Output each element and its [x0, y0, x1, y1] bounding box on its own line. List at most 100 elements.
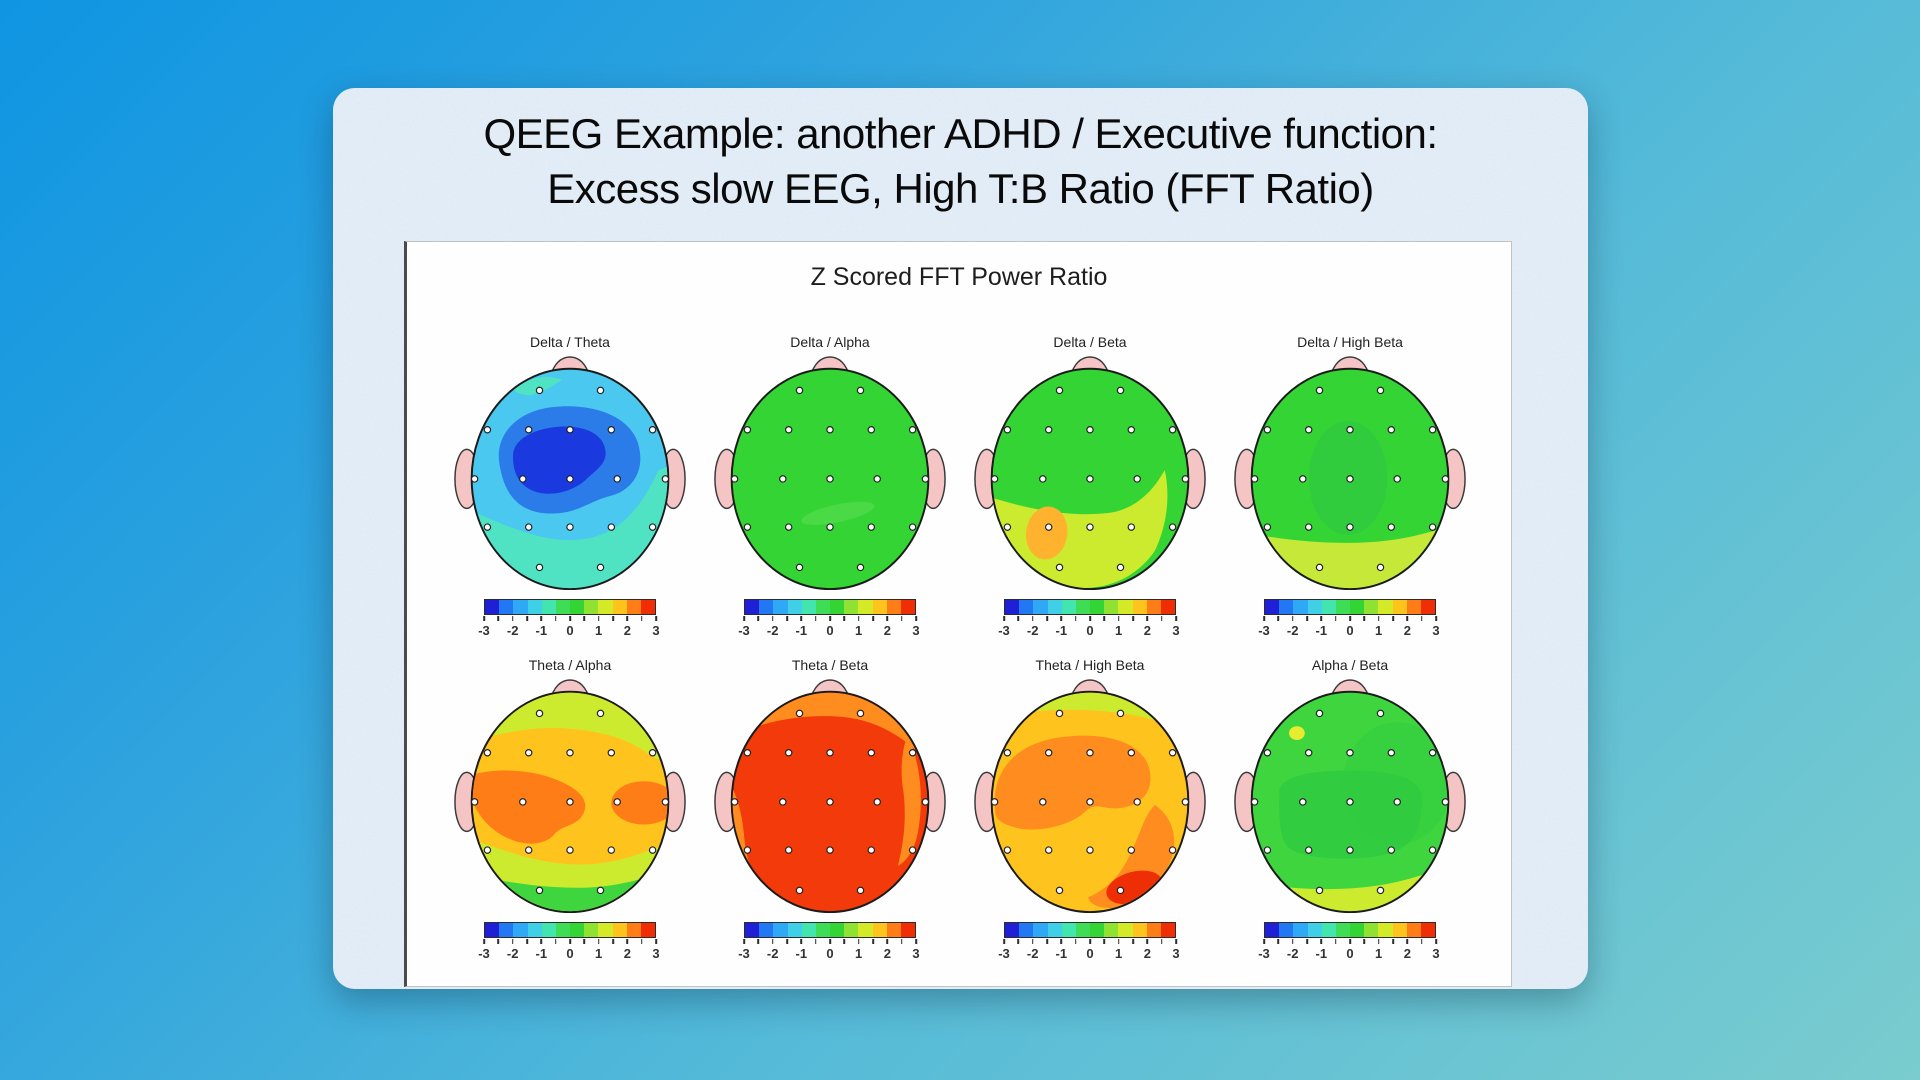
colorbar-segment [1104, 923, 1119, 937]
colorbar-segment [773, 600, 788, 614]
colorbar-tick-label: -3 [1258, 623, 1270, 638]
colorbar-tick-label: 0 [1346, 946, 1354, 961]
colorbar-segment [612, 600, 627, 614]
colorbar-segment [1005, 600, 1020, 614]
colorbar-segment [584, 600, 599, 614]
slide-title-line1: QEEG Example: another ADHD / Executive f… [483, 110, 1438, 157]
topomap-delta-beta [974, 356, 1206, 591]
colorbar-segment [541, 600, 556, 614]
map-title: Theta / Alpha [528, 657, 612, 673]
colorbar-tick-label: -1 [1315, 623, 1328, 638]
colorbar-segment [745, 600, 760, 614]
slide: QEEG Example: another ADHD / Executive f… [333, 88, 1588, 989]
slide-title: QEEG Example: another ADHD / Executive f… [377, 106, 1544, 217]
colorbar-labels: -3 -2 -1 0 1 2 3 [1258, 623, 1439, 639]
colorbar-segment [1265, 923, 1280, 937]
colorbar-tick-label: -3 [738, 946, 750, 961]
colorbar-segment [815, 600, 831, 614]
colorbar-segment [626, 600, 641, 614]
colorbar-segment [1019, 923, 1034, 937]
colorbar-segment [485, 600, 500, 614]
colorbar-segment [1392, 923, 1407, 937]
topomap-cell-delta-high-beta: Delta / High Beta -3 -2 -1 0 1 2 3 [1220, 334, 1480, 642]
colorbar-segment [858, 600, 873, 614]
colorbar-tick-label: 1 [1115, 623, 1123, 638]
electrode-dots [470, 386, 670, 572]
colorbar-segment [759, 923, 774, 937]
colorbar-segment [1061, 923, 1076, 937]
colorbar-segment [1033, 600, 1048, 614]
colorbar-segment [1307, 600, 1322, 614]
topomap-cell-theta-high-beta: Theta / High Beta [960, 657, 1220, 965]
colorbar-ticks [483, 939, 657, 945]
colorbar-segment [886, 923, 901, 937]
colorbar-ticks [1263, 939, 1437, 945]
colorbar-segment [1075, 600, 1091, 614]
colorbar-segment [844, 600, 859, 614]
colorbar-tick-label: 1 [855, 623, 863, 638]
colorbar-segment [1061, 600, 1076, 614]
colorbar-tick-label: -1 [1055, 623, 1068, 638]
colorbar-tick-label: 0 [826, 623, 834, 638]
colorbar-segment [1104, 600, 1119, 614]
colorbar-tick-label: 3 [652, 623, 660, 638]
colorbar-segment [1019, 600, 1034, 614]
colorbar-tick-label: -3 [478, 946, 490, 961]
colorbar-tick-label: 0 [826, 946, 834, 961]
colorbar-segment [1146, 923, 1161, 937]
colorbar-segment [1307, 923, 1322, 937]
colorbar-segment [745, 923, 760, 937]
colorbar-tick-label: -1 [795, 946, 808, 961]
colorbar-segment [1350, 923, 1365, 937]
colorbar-tick-label: 0 [1086, 946, 1094, 961]
colorbar-tick-label: -3 [738, 623, 750, 638]
colorbar-tick-label: 2 [883, 623, 891, 638]
colorbar-segment [872, 600, 887, 614]
colorbar-segment [900, 923, 916, 937]
colorbar [744, 922, 916, 938]
colorbar-labels: -3 -2 -1 0 1 2 3 [738, 946, 919, 962]
colorbar-tick-label: -3 [998, 623, 1010, 638]
colorbar-segment [1047, 923, 1062, 937]
colorbar-segment [1160, 923, 1176, 937]
colorbar-labels: -3 -2 -1 0 1 2 3 [738, 623, 920, 639]
colorbar-ticks [1003, 616, 1177, 622]
colorbar-segment [1364, 923, 1379, 937]
colorbar-tick-label: -2 [506, 623, 519, 638]
colorbar-segment [527, 923, 542, 937]
colorbar-segment [759, 600, 774, 614]
map-title: Alpha / Beta [1311, 657, 1389, 673]
colorbar-tick-label: -3 [998, 946, 1010, 961]
colorbar-segment [1335, 923, 1351, 937]
colorbar-segment [801, 600, 816, 614]
colorbar-segment [1118, 600, 1133, 614]
colorbar-tick-label: 0 [566, 623, 574, 638]
zscore-field [472, 692, 668, 912]
topomap-cell-alpha-beta: Alpha / Beta -3- [1220, 657, 1480, 965]
zscore-field [992, 692, 1188, 908]
colorbar-segment [640, 600, 656, 614]
colorbar-tick-label: 1 [595, 623, 603, 638]
colorbar-tick-label: 3 [912, 623, 920, 638]
colorbar-segment [1146, 600, 1161, 614]
colorbar [484, 599, 656, 615]
colorbar-segment [640, 923, 656, 937]
colorbar-segment [513, 923, 528, 937]
colorbar-segment [1279, 600, 1294, 614]
colorbar-segment [1293, 923, 1308, 937]
colorbar-tick-label: 2 [623, 946, 631, 961]
colorbar-segment [555, 600, 571, 614]
colorbar-labels: -3 -2 -1 0 1 2 3 [478, 623, 660, 639]
colorbar-segment [1321, 600, 1336, 614]
colorbar-segment [1090, 600, 1105, 614]
colorbar-tick-label: 2 [1143, 623, 1151, 638]
topomap-delta-alpha [714, 356, 946, 591]
colorbar-tick-label: 0 [1346, 623, 1354, 638]
colorbar-tick-label: 1 [1375, 623, 1383, 638]
topomap-cell-delta-beta: Delta / Beta -3 -2 -1 0 1 2 3 [960, 334, 1220, 642]
colorbar-tick-label: 2 [1143, 946, 1151, 961]
colorbar-segment [1392, 600, 1407, 614]
colorbar-segment [830, 923, 845, 937]
colorbar-segment [900, 600, 916, 614]
zscore-field [801, 501, 875, 525]
